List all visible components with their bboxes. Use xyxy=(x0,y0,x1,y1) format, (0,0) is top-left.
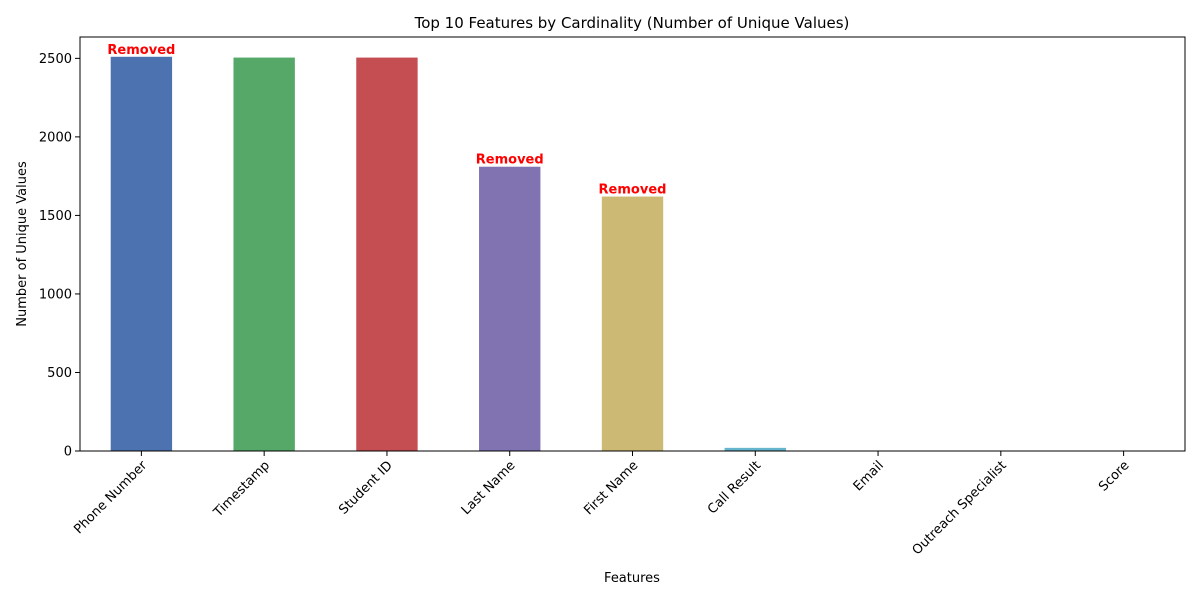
y-tick-label: 1500 xyxy=(39,209,72,224)
x-tick-label: Outreach Specialist xyxy=(910,458,1010,558)
bar-timestamp xyxy=(233,58,294,451)
y-tick-label: 2500 xyxy=(39,52,72,67)
bar-last-name xyxy=(479,167,540,451)
x-tick-label: Score xyxy=(1096,458,1132,494)
x-tick-label: Phone Number xyxy=(71,458,150,537)
bar-first-name xyxy=(602,197,663,451)
y-tick-label: 2000 xyxy=(39,130,72,145)
x-tick-label: Email xyxy=(851,458,887,494)
plot-area: 0 500 1000 1500 2000 2500 Phone Number Timestam… xyxy=(39,37,1185,558)
x-tick-label: First Name xyxy=(581,458,641,518)
x-tick-label: Student ID xyxy=(336,458,396,518)
y-tick-label: 0 xyxy=(64,445,72,460)
bar-student-id xyxy=(356,58,417,451)
removed-annotation: Removed xyxy=(476,153,544,168)
x-tick-label: Last Name xyxy=(459,458,519,518)
y-axis-label: Number of Unique Values xyxy=(15,161,30,327)
removed-annotation: Removed xyxy=(599,183,667,198)
y-tick-label: 500 xyxy=(47,366,72,381)
x-tick-label: Call Result xyxy=(705,458,764,517)
removed-annotation: Removed xyxy=(107,43,175,58)
x-tick-label: Timestamp xyxy=(210,458,273,521)
y-tick-label: 1000 xyxy=(39,287,72,302)
bar-phone-number xyxy=(111,57,172,451)
chart-title: Top 10 Features by Cardinality (Number o… xyxy=(414,14,850,32)
x-axis-label: Features xyxy=(604,571,660,586)
